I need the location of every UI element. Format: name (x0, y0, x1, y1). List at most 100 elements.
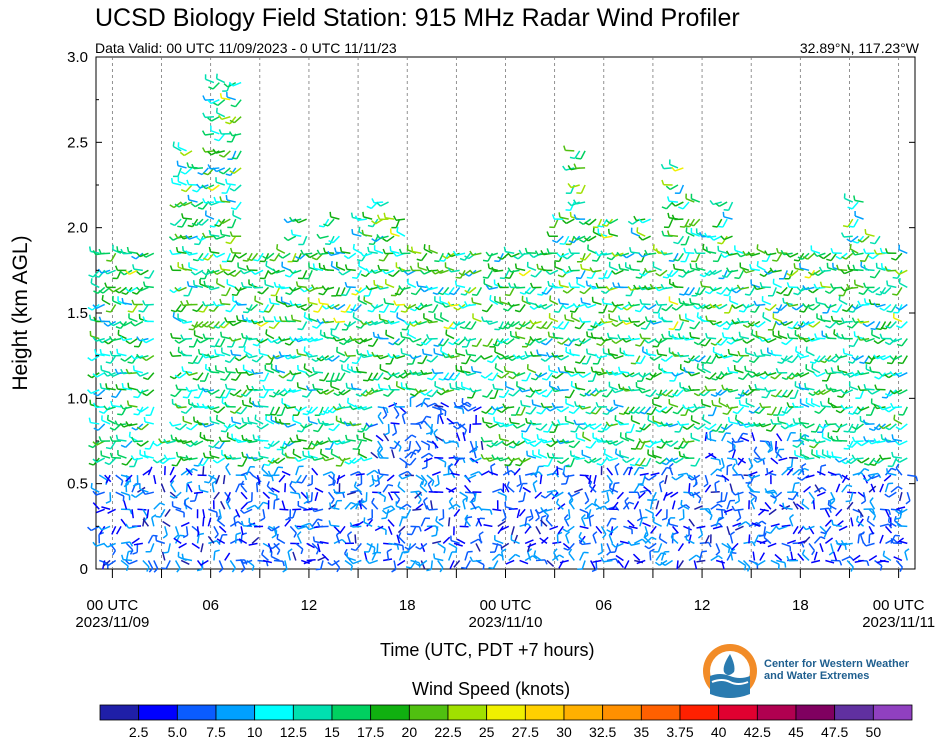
wind-barb (174, 560, 181, 569)
wind-barb-flag (567, 492, 573, 497)
wind-barb (428, 286, 438, 291)
wind-barb-flag (742, 339, 748, 344)
wind-barb (353, 248, 362, 254)
wind-barb-flag (383, 377, 389, 381)
wind-barb-flag (689, 332, 692, 338)
wind-barb (702, 303, 712, 310)
wind-barb-flag (596, 462, 602, 466)
wind-barb (407, 282, 417, 289)
wind-barb (90, 335, 100, 340)
wind-barb-flag (239, 509, 245, 514)
wind-barb (324, 268, 335, 272)
wind-barb (286, 406, 296, 409)
wind-barb-flag (192, 468, 198, 472)
wind-barb (467, 474, 477, 480)
wind-barb-flag (673, 241, 679, 245)
wind-barb-flag (136, 426, 142, 431)
wind-barb-flag (425, 285, 430, 291)
wind-barb-flag (423, 401, 429, 407)
wind-barb (129, 269, 138, 275)
wind-barb (672, 389, 679, 398)
wind-barb-flag (714, 202, 720, 207)
wind-barb-flag (665, 185, 671, 190)
wind-barb-flag (781, 410, 787, 415)
wind-barb-flag (176, 160, 179, 166)
wind-barb-flag (212, 459, 218, 464)
wind-barb-flag (485, 251, 490, 257)
wind-barb (240, 534, 243, 544)
wind-barb-flag (197, 384, 201, 390)
wind-barb-flag (715, 323, 721, 328)
wind-barb-flag (611, 542, 616, 548)
wind-barb (636, 386, 646, 391)
wind-barb (465, 355, 472, 364)
wind-barb-flag (573, 214, 577, 220)
wind-barb-flag (573, 454, 577, 460)
wind-barb-flag (684, 293, 690, 296)
wind-barb (707, 438, 717, 442)
wind-barb (233, 517, 237, 527)
wind-barb (494, 406, 504, 411)
wind-barb-flag (258, 348, 261, 354)
wind-barb (547, 457, 554, 467)
wind-barb-flag (758, 422, 763, 428)
wind-barb (805, 320, 815, 326)
wind-barb (325, 286, 335, 291)
wind-barb (569, 201, 575, 211)
wind-barb (172, 252, 182, 256)
wind-barb-flag (440, 346, 443, 352)
wind-barb (487, 338, 494, 347)
wind-barb-flag (405, 462, 411, 466)
wind-barb (399, 406, 407, 414)
wind-barb (636, 231, 646, 237)
wind-barb (273, 526, 277, 536)
wind-barb (522, 269, 532, 277)
wind-barb (120, 491, 130, 496)
wind-barb (526, 251, 537, 255)
wind-barb (374, 269, 384, 275)
wind-barb (534, 269, 543, 278)
wind-barb-flag (386, 548, 393, 553)
wind-barb-flag (469, 448, 474, 454)
wind-barb-flag (627, 301, 632, 307)
wind-barb (674, 167, 684, 172)
wind-barb-flag (376, 233, 381, 239)
wind-barb (282, 372, 291, 379)
wind-barb-flag (303, 312, 306, 318)
wind-barb (377, 406, 387, 409)
wind-barb-flag (88, 246, 92, 252)
wind-barb (453, 508, 461, 517)
wind-barb-flag (581, 514, 586, 519)
wind-barb (188, 457, 198, 461)
wind-barb-flag (357, 430, 363, 433)
wind-barb (248, 542, 258, 546)
wind-barb-flag (312, 263, 315, 269)
wind-barb-flag (332, 336, 337, 342)
wind-barb-flag (197, 258, 204, 262)
wind-barb-flag (336, 567, 341, 573)
wind-barb-flag (751, 329, 754, 335)
wind-barb (511, 539, 520, 545)
wind-barb-flag (687, 357, 693, 362)
wind-barb-flag (562, 219, 567, 224)
wind-barb-flag (192, 258, 199, 262)
wind-barb (311, 467, 319, 476)
wind-barb (794, 406, 804, 409)
wind-barb (183, 440, 193, 445)
wind-barb-flag (717, 517, 723, 522)
wind-barb (789, 303, 799, 308)
wind-barb-flag (418, 526, 422, 532)
wind-barb (390, 250, 400, 254)
wind-barb-flag (316, 389, 321, 395)
wind-barb (806, 350, 815, 357)
wind-barb (221, 233, 231, 237)
wind-barb-flag (614, 448, 618, 454)
wind-barb (595, 525, 603, 534)
wind-barb-flag (639, 426, 645, 431)
wind-barb-flag (225, 121, 231, 125)
wind-barb-flag (92, 402, 97, 408)
wind-barb-flag (272, 268, 277, 274)
wind-barb-flag (212, 148, 217, 154)
wind-barb-flag (250, 319, 255, 325)
wind-barb (123, 500, 128, 510)
